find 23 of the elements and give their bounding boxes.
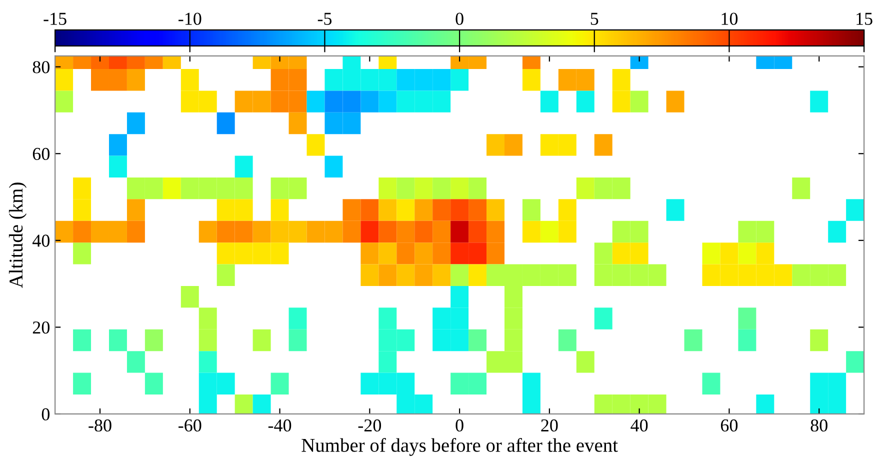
color-bar-label: -10 xyxy=(178,12,202,25)
x-tick-label: 20 xyxy=(541,419,558,432)
color-bar-label: -5 xyxy=(318,12,332,25)
color-bar-label: -15 xyxy=(44,12,66,25)
y-tick-label: 0 xyxy=(42,408,50,420)
y-tick-label: 40 xyxy=(32,234,50,247)
y-tick-label: 80 xyxy=(32,61,50,74)
color-bar-label: 0 xyxy=(456,12,464,25)
x-tick-label: -60 xyxy=(178,419,202,432)
y-tick-label: 20 xyxy=(32,321,50,334)
x-tick-label: 0 xyxy=(456,419,464,432)
x-tick-label: 40 xyxy=(630,419,648,432)
x-tick-label: -20 xyxy=(358,419,382,432)
color-bar-label: 5 xyxy=(590,12,598,25)
x-tick-label: -40 xyxy=(268,419,292,432)
x-tick-label: -80 xyxy=(88,419,112,432)
color-bar-label: 15 xyxy=(856,12,872,25)
y-axis-title: Altitude (km) xyxy=(8,182,27,288)
y-tick-label: 60 xyxy=(32,148,50,160)
x-axis-title: Number of days before or after the event xyxy=(302,438,618,456)
x-tick-label: 80 xyxy=(810,419,828,432)
x-tick-label: 60 xyxy=(720,419,738,432)
color-bar-label: 10 xyxy=(722,12,738,25)
